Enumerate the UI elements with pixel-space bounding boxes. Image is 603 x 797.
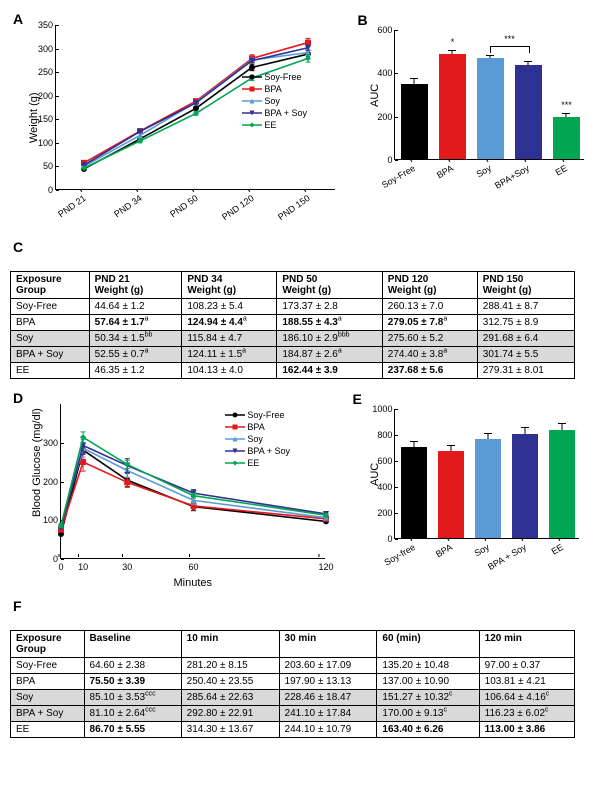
panel-label-d: D (13, 390, 23, 406)
panel-label-c: C (13, 239, 23, 255)
panel-b-auc-bar: B 0200400600AUCSoy-FreeBPASoyBPA+SoyEE**… (359, 20, 589, 200)
panel-a-weight-chart: A 050100150200250300350PND 21PND 34PND 5… (15, 15, 345, 235)
panel-label-b: B (357, 12, 367, 28)
panel-e-auc-bar: E 02004006008001000AUCSoy-freeBPASoyBPA … (354, 399, 584, 579)
panel-c-weight-table: ExposureGroupPND 21Weight (g)PND 34Weigh… (10, 271, 575, 379)
panel-label-e: E (352, 391, 361, 407)
panel-f-glucose-table: ExposureGroupBaseline10 min30 min60 (min… (10, 630, 575, 738)
figure: A 050100150200250300350PND 21PND 34PND 5… (10, 10, 593, 738)
panel-label-a: A (13, 11, 23, 27)
panel-label-f: F (13, 598, 22, 614)
panel-d-glucose-chart: D 01002003000103060120Blood Glucose (mg/… (15, 394, 335, 594)
